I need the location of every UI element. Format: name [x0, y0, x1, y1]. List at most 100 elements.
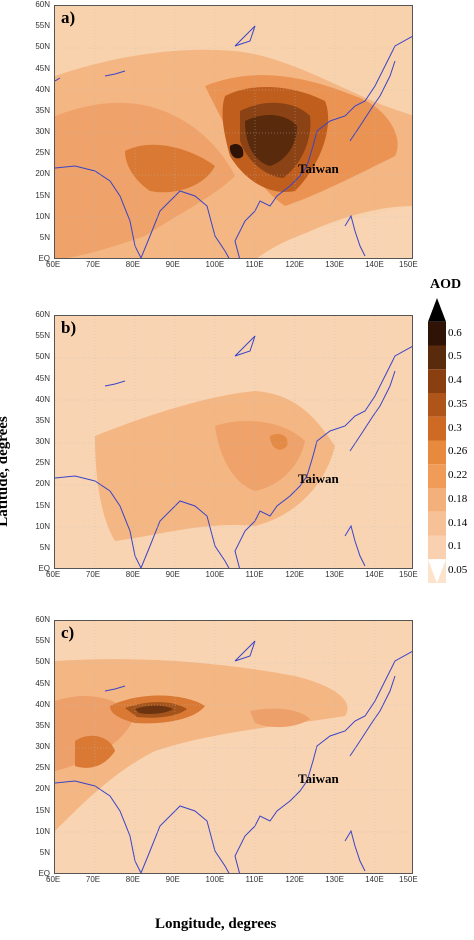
- lat-tick: 55N: [35, 21, 50, 31]
- colorbar-level-label: 0.22: [448, 469, 468, 482]
- lat-tick: 10N: [35, 826, 50, 836]
- lat-tick: 40N: [35, 84, 50, 94]
- lat-tick: 30N: [35, 742, 50, 751]
- panel-b: b) Taiwan: [54, 315, 413, 569]
- colorbar-title: AOD: [430, 277, 462, 292]
- lat-tick: 45N: [35, 373, 50, 383]
- colorbar-segment: [428, 511, 446, 536]
- colorbar-segment: [428, 488, 446, 512]
- panel-a: a) Taiwan: [54, 5, 413, 259]
- lon-tick: 140E: [365, 260, 384, 269]
- lon-tick: 70E: [85, 875, 101, 884]
- lat-tick: 55N: [35, 636, 50, 646]
- lat-tick: 35N: [35, 720, 50, 730]
- lon-tick: 100E: [205, 260, 225, 269]
- lat-tick: 15N: [35, 500, 50, 510]
- colorbar-segment: [428, 464, 446, 488]
- colorbar-segment: [428, 535, 446, 560]
- colorbar-level-label: 0.5: [448, 350, 462, 363]
- lat-tick: 60N: [35, 310, 50, 319]
- lat-tick: EQ: [38, 869, 50, 878]
- lat-tick: 25N: [35, 148, 50, 158]
- lat-tick: 5N: [39, 847, 50, 857]
- panel-c: c) Taiwan: [54, 620, 413, 874]
- lat-tick: 10N: [35, 211, 50, 221]
- taiwan-label-c: Taiwan: [298, 771, 339, 786]
- x-axis-title: Longitude, degrees: [155, 916, 277, 932]
- lon-tick: 150E: [399, 875, 418, 884]
- lat-tick: 45N: [35, 678, 50, 688]
- lon-tick: 140E: [365, 570, 384, 579]
- y-axis-title: Latitude, degrees: [0, 416, 11, 527]
- colorbar-level-label: 0.1: [448, 540, 462, 553]
- lat-tick: 50N: [35, 657, 50, 667]
- lat-tick: 5N: [39, 542, 50, 552]
- lat-tick: 35N: [35, 415, 50, 425]
- map-a: [55, 6, 412, 258]
- lat-tick: 50N: [35, 352, 50, 362]
- colorbar-level-label: 0.26: [448, 445, 468, 458]
- lat-tick: 15N: [35, 805, 50, 815]
- lat-tick: 50N: [35, 42, 50, 52]
- lat-tick: 40N: [35, 699, 50, 709]
- colorbar: [428, 298, 446, 583]
- lat-tick: EQ: [38, 254, 50, 263]
- colorbar-top-arrow: [428, 298, 446, 322]
- taiwan-label-b: Taiwan: [298, 471, 339, 486]
- lon-tick: 70E: [85, 260, 101, 269]
- lon-tick: 120E: [285, 570, 305, 579]
- colorbar-level-label: 0.35: [448, 397, 468, 410]
- lat-tick: 40N: [35, 394, 50, 404]
- lat-tick: 20N: [35, 479, 50, 489]
- lon-tick: 90E: [165, 875, 180, 884]
- lat-tick: 30N: [35, 437, 50, 446]
- lon-tick: 110E: [245, 260, 264, 269]
- lon-tick: 130E: [325, 570, 344, 579]
- lat-tick: 60N: [35, 0, 50, 9]
- lon-tick: 110E: [245, 875, 264, 884]
- lon-tick: 100E: [205, 875, 225, 884]
- map-b: [55, 316, 412, 568]
- lon-tick: 80E: [125, 875, 140, 884]
- lon-tick: 130E: [325, 875, 344, 884]
- lon-tick: 140E: [365, 875, 384, 884]
- lat-tick: 45N: [35, 63, 50, 73]
- lat-tick: 25N: [35, 763, 50, 773]
- colorbar-level-label: 0.3: [448, 421, 462, 434]
- colorbar-level-label: 0.05: [448, 564, 468, 577]
- lon-tick: 80E: [125, 260, 140, 269]
- lat-tick: 20N: [35, 784, 50, 794]
- lon-tick: 60E: [46, 260, 61, 269]
- colorbar-segment: [428, 440, 446, 465]
- colorbar-level-label: 0.14: [448, 516, 468, 529]
- taiwan-label-a: Taiwan: [298, 161, 339, 176]
- lon-tick: 110E: [245, 570, 264, 579]
- colorbar-segment: [428, 369, 446, 393]
- lon-tick: 150E: [399, 260, 418, 269]
- panel-label-c: c): [61, 623, 75, 642]
- lon-tick: 90E: [165, 570, 180, 579]
- colorbar-segment: [428, 393, 446, 417]
- lat-tick: 25N: [35, 458, 50, 468]
- lon-tick: 120E: [285, 875, 305, 884]
- lon-tick: 90E: [165, 260, 180, 269]
- map-c: [55, 621, 412, 873]
- lon-tick: 150E: [399, 570, 418, 579]
- lat-tick: 20N: [35, 169, 50, 179]
- lat-tick: 35N: [35, 105, 50, 115]
- lon-tick: 80E: [125, 570, 140, 579]
- colorbar-level-label: 0.4: [448, 374, 462, 387]
- lon-tick: 60E: [46, 570, 61, 579]
- lat-tick: 15N: [35, 190, 50, 200]
- colorbar-segment: [428, 345, 446, 370]
- lon-tick: 60E: [46, 875, 61, 884]
- colorbar-segment: [428, 321, 446, 346]
- panel-label-a: a): [61, 8, 76, 27]
- lat-tick: 30N: [35, 127, 50, 136]
- colorbar-level-label: 0.18: [448, 492, 468, 505]
- colorbar-segment: [428, 416, 446, 441]
- colorbar-level-label: 0.6: [448, 326, 462, 339]
- lon-tick: 130E: [325, 260, 344, 269]
- lat-tick: EQ: [38, 564, 50, 573]
- lat-tick: 10N: [35, 521, 50, 531]
